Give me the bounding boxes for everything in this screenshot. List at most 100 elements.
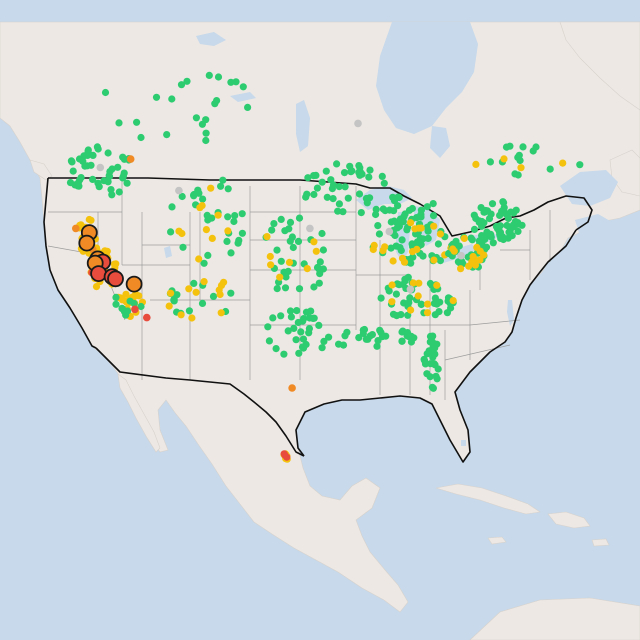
station-marker-moderate[interactable] [465, 262, 473, 270]
station-marker-good[interactable] [507, 208, 515, 216]
station-marker-good[interactable] [238, 229, 246, 237]
station-marker-good[interactable] [224, 213, 232, 221]
station-marker-good[interactable] [339, 341, 348, 349]
station-marker-good[interactable] [310, 283, 318, 291]
station-marker-moderate[interactable] [472, 160, 480, 168]
station-marker-good[interactable] [498, 233, 507, 241]
station-marker-good[interactable] [123, 179, 131, 187]
station-marker-large-unhealthy[interactable] [90, 265, 107, 283]
station-marker-moderate[interactable] [220, 278, 228, 286]
station-marker-moderate[interactable] [388, 298, 396, 306]
station-marker-good[interactable] [436, 298, 444, 306]
station-marker-good[interactable] [299, 335, 308, 343]
station-marker-good[interactable] [238, 210, 246, 218]
station-marker-good[interactable] [265, 337, 273, 345]
station-marker-good[interactable] [380, 179, 388, 187]
station-marker-moderate[interactable] [409, 279, 417, 287]
station-marker-good[interactable] [310, 190, 318, 199]
station-marker-good[interactable] [87, 161, 95, 169]
station-marker-good[interactable] [407, 259, 415, 267]
station-marker-good[interactable] [340, 169, 349, 177]
station-marker-moderate[interactable] [200, 278, 208, 286]
station-marker-moderate[interactable] [407, 219, 415, 227]
station-marker-good[interactable] [239, 83, 247, 91]
station-marker-good[interactable] [297, 328, 305, 336]
station-marker-moderate[interactable] [263, 233, 271, 241]
station-marker-good[interactable] [504, 214, 512, 222]
station-marker-large-unhealthy-sensitive[interactable] [125, 275, 143, 293]
station-marker-good[interactable] [368, 331, 376, 339]
station-marker-good[interactable] [214, 73, 223, 81]
station-marker-good[interactable] [514, 153, 522, 161]
station-marker-good[interactable] [390, 217, 398, 225]
station-marker-good[interactable] [407, 338, 415, 346]
station-marker-unknown[interactable] [385, 227, 394, 236]
station-marker-unknown[interactable] [406, 285, 415, 294]
station-marker-good[interactable] [302, 340, 310, 349]
station-marker-moderate[interactable] [267, 261, 275, 269]
station-marker-moderate[interactable] [217, 309, 225, 317]
station-marker-good[interactable] [227, 289, 235, 297]
station-marker-good[interactable] [374, 222, 382, 230]
station-marker-moderate[interactable] [423, 309, 432, 317]
station-marker-moderate[interactable] [430, 222, 438, 230]
station-marker-moderate[interactable] [266, 252, 274, 261]
station-marker-moderate[interactable] [559, 159, 567, 167]
station-marker-good[interactable] [347, 168, 355, 176]
station-marker-moderate[interactable] [87, 216, 95, 224]
station-marker-good[interactable] [178, 192, 186, 201]
station-marker-moderate[interactable] [178, 229, 186, 238]
station-marker-good[interactable] [398, 236, 406, 244]
station-marker-moderate[interactable] [430, 256, 438, 264]
station-marker-good[interactable] [192, 114, 200, 122]
station-marker-moderate[interactable] [433, 281, 441, 289]
station-marker-good[interactable] [320, 337, 328, 345]
station-marker-moderate[interactable] [381, 243, 389, 251]
station-marker-large-unhealthy[interactable] [107, 270, 124, 288]
station-marker-good[interactable] [325, 333, 333, 341]
station-marker-good[interactable] [282, 273, 290, 281]
station-marker-good[interactable] [81, 162, 89, 170]
station-marker-good[interactable] [318, 229, 326, 238]
station-marker-good[interactable] [277, 257, 285, 265]
station-marker-good[interactable] [481, 208, 489, 216]
station-marker-moderate[interactable] [118, 296, 126, 304]
station-marker-moderate[interactable] [389, 257, 397, 265]
station-marker-moderate[interactable] [312, 247, 320, 255]
station-marker-moderate[interactable] [122, 290, 130, 298]
station-marker-good[interactable] [284, 327, 292, 335]
station-marker-moderate[interactable] [92, 283, 101, 291]
station-marker-good[interactable] [310, 172, 318, 180]
station-marker-good[interactable] [356, 168, 364, 176]
station-marker-good[interactable] [447, 304, 455, 312]
station-marker-good[interactable] [355, 334, 363, 342]
station-marker-good[interactable] [546, 165, 554, 173]
station-marker-good[interactable] [323, 193, 331, 201]
station-marker-good[interactable] [76, 176, 84, 184]
station-marker-good[interactable] [185, 307, 193, 315]
station-marker-good[interactable] [168, 203, 176, 211]
station-marker-good[interactable] [75, 155, 84, 163]
station-marker-good[interactable] [424, 227, 432, 235]
station-marker-good[interactable] [357, 209, 365, 217]
station-marker-good[interactable] [223, 237, 231, 245]
station-marker-unhealthy[interactable] [143, 313, 151, 322]
station-marker-good[interactable] [217, 182, 225, 190]
station-marker-good[interactable] [294, 237, 303, 245]
station-marker-good[interactable] [115, 188, 123, 196]
station-marker-good[interactable] [417, 206, 425, 214]
station-marker-moderate[interactable] [285, 258, 294, 266]
station-marker-unhealthy-sensitive[interactable] [72, 224, 80, 233]
station-marker-good[interactable] [509, 221, 517, 229]
station-marker-good[interactable] [430, 360, 438, 368]
station-marker-good[interactable] [94, 145, 102, 153]
station-marker-unhealthy-sensitive[interactable] [126, 155, 135, 163]
station-marker-moderate[interactable] [450, 247, 458, 255]
station-marker-moderate[interactable] [198, 202, 206, 210]
station-marker-good[interactable] [434, 240, 442, 248]
station-marker-good[interactable] [199, 195, 207, 203]
station-marker-moderate[interactable] [192, 288, 200, 296]
station-marker-good[interactable] [417, 300, 425, 309]
station-marker-unhealthy[interactable] [281, 451, 289, 459]
station-marker-good[interactable] [170, 297, 178, 305]
